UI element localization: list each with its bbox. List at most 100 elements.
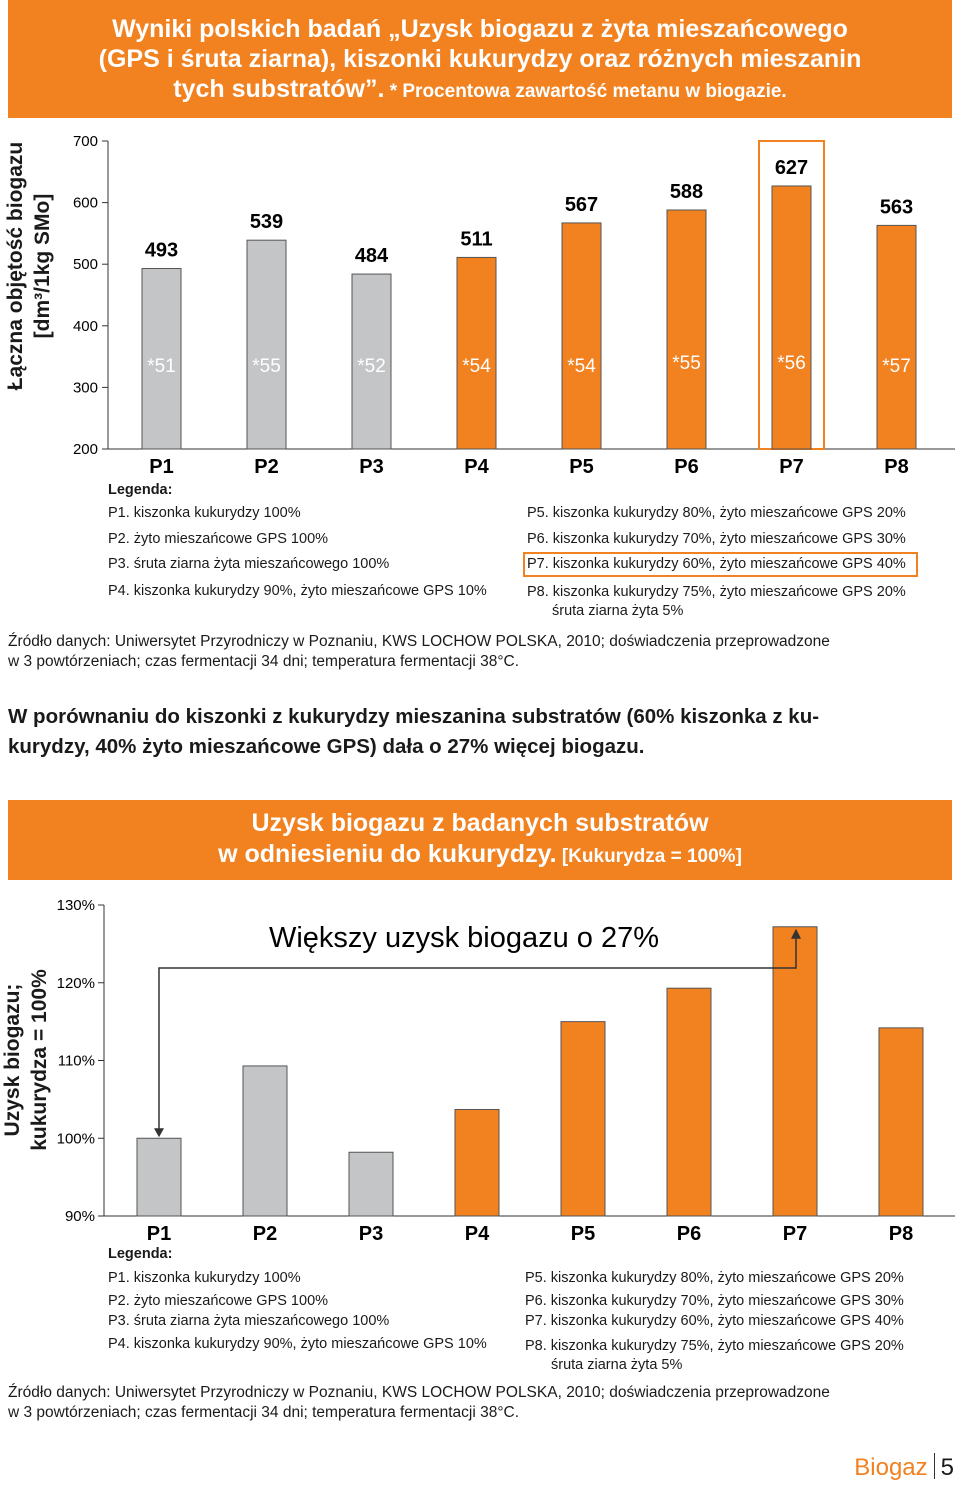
- legend1-title: Legenda:: [108, 482, 173, 498]
- chart2-bar-p8: [878, 1027, 924, 1217]
- conclusion-text: W porównaniu do kiszonki z kukurydzy mie…: [8, 702, 952, 762]
- chart1-methane-label-p2: *55: [252, 356, 281, 377]
- chart1-title-line3: tych substratów”.: [173, 75, 385, 103]
- chart2-x-tick-label-p4: P4: [465, 1223, 490, 1245]
- legend2-item-p8-line2: śruta ziarna żyta 5%: [551, 1357, 683, 1373]
- chart1-x-tick-label-p5: P5: [569, 456, 593, 478]
- legend2-item-p7: P7. kiszonka kukurydzy 60%, żyto mieszań…: [525, 1313, 904, 1329]
- chart2-x-tick-label-p5: P5: [571, 1223, 595, 1245]
- chart1-methane-label-p3: *52: [357, 356, 386, 377]
- chart2-y-tick-label: 130%: [57, 897, 95, 914]
- chart1-title-line1: Wyniki polskich badań „Uzysk biogazu z ż…: [112, 15, 848, 43]
- chart1-value-label-p7: 627: [775, 157, 808, 179]
- chart2-bar-p7: [772, 926, 818, 1217]
- footer-divider: [933, 1453, 935, 1479]
- chart1-bar-p4: [456, 256, 497, 450]
- source2-line1: Źródło danych: Uniwersytet Przyrodniczy …: [8, 1384, 830, 1401]
- conclusion-line2: kurydzy, 40% żyto mieszańcowe GPS) dała …: [8, 735, 645, 758]
- chart1-y-tick-label: 200: [73, 441, 98, 458]
- legend1-item-p2: P2. żyto mieszańcowe GPS 100%: [108, 531, 329, 547]
- legend1-item-p8: P8. kiszonka kukurydzy 75%, żyto mieszań…: [527, 584, 906, 600]
- chart1-y-tick-label: 500: [73, 256, 98, 273]
- chart1-y-tick-label: 300: [73, 379, 98, 396]
- legend1-item-p1: P1. kiszonka kukurydzy 100%: [108, 505, 301, 521]
- chart2-bar-p2: [242, 1065, 288, 1217]
- chart1-x-tick-label-p8: P8: [884, 456, 908, 478]
- chart1-value-label-p6: 588: [670, 181, 703, 203]
- legend2-item-p6: P6. kiszonka kukurydzy 70%, żyto mieszań…: [525, 1293, 904, 1309]
- chart2-y-tick-label: 110%: [58, 1053, 95, 1070]
- chart1-x-tick-label-p1: P1: [149, 456, 173, 478]
- chart1-y-tick-label: 400: [73, 318, 98, 335]
- legend2-item-p5: P5. kiszonka kukurydzy 80%, żyto mieszań…: [525, 1270, 904, 1286]
- page-footer: Biogaz 5: [854, 1453, 954, 1482]
- chart1-y-tick-label: 700: [73, 133, 98, 150]
- legend1-item-p4: P4. kiszonka kukurydzy 90%, żyto mieszań…: [108, 583, 487, 599]
- chart1-bar-p1: [141, 268, 182, 450]
- chart1-bar-p7: [771, 185, 812, 450]
- legend1-item-p8-line2: śruta ziarna żyta 5%: [552, 603, 684, 619]
- chart2-annotation-label: Większy uzysk biogazu o 27%: [269, 922, 659, 954]
- chart2-bar-p1: [136, 1137, 182, 1217]
- chart1-methane-label-p7: *56: [777, 353, 806, 374]
- chart2-x-tick-label-p7: P7: [783, 1223, 807, 1245]
- chart2-bar-p3: [348, 1151, 394, 1217]
- chart1-value-label-p1: 493: [145, 240, 178, 262]
- chart2-bar-p4: [454, 1108, 500, 1217]
- chart1-x-tick-label-p4: P4: [464, 456, 489, 478]
- chart2-bar-p5: [560, 1021, 606, 1217]
- chart2-x-tick-label-p3: P3: [359, 1223, 383, 1245]
- chart2-y-tick-label: 90%: [65, 1208, 95, 1225]
- chart2-title-line2: w odniesieniu do kukurydzy.: [218, 840, 557, 868]
- legend2-item-p8: P8. kiszonka kukurydzy 75%, żyto mieszań…: [525, 1338, 904, 1354]
- chart2-title-banner: Uzysk biogazu z badanych substratów w od…: [8, 800, 952, 880]
- chart1-methane-label-p5: *54: [567, 356, 596, 377]
- chart2-title-note: [Kukurydza = 100%]: [556, 846, 742, 867]
- chart2-x-tick-label-p1: P1: [147, 1223, 171, 1245]
- legend2-item-p4: P4. kiszonka kukurydzy 90%, żyto mieszań…: [108, 1336, 487, 1352]
- footer-section-name: Biogaz: [854, 1454, 928, 1481]
- chart2-arrowhead-p7: [791, 928, 801, 939]
- chart2-title-line1: Uzysk biogazu z badanych substratów: [251, 809, 709, 837]
- chart2-annotation-connector: [158, 938, 797, 1133]
- chart1-title-line2: (GPS i śruta ziarna), kiszonki kukurydzy…: [98, 45, 862, 73]
- source2-line2: w 3 powtórzeniach; czas fermentacji 34 d…: [8, 1404, 520, 1421]
- chart2-arrowhead-p1: [154, 1128, 164, 1138]
- chart1-x-tick-label-p7: P7: [779, 456, 803, 478]
- legend1-item-p3: P3. śruta ziarna żyta mieszańcowego 100%: [108, 556, 390, 572]
- chart2-x-tick-label-p6: P6: [677, 1223, 701, 1245]
- conclusion-line1: W porównaniu do kiszonki z kukurydzy mie…: [8, 705, 820, 728]
- chart1-bar-p6: [666, 209, 707, 450]
- legend2-title: Legenda:: [108, 1246, 173, 1262]
- source1-line1: Źródło danych: Uniwersytet Przyrodniczy …: [8, 633, 830, 650]
- chart1-methane-label-p4: *54: [462, 356, 491, 377]
- chart1-bar-p5: [561, 222, 602, 450]
- chart1-value-label-p3: 484: [355, 245, 389, 267]
- page-number: 5: [940, 1454, 954, 1481]
- methane-note: * Procentowa zawartość metanu w biogazie…: [384, 81, 787, 102]
- chart1-value-label-p4: 511: [460, 228, 492, 250]
- chart1-value-label-p2: 539: [250, 211, 283, 233]
- chart1-methane-label-p1: *51: [147, 356, 176, 377]
- legend2-item-p1: P1. kiszonka kukurydzy 100%: [108, 1270, 301, 1286]
- chart1-y-tick-label: 600: [73, 195, 98, 212]
- chart1-methane-label-p6: *55: [672, 353, 701, 374]
- legend2-item-p3: P3. śruta ziarna żyta mieszańcowego 100%: [108, 1313, 390, 1329]
- chart1-title-banner: Wyniki polskich badań „Uzysk biogazu z ż…: [8, 0, 952, 118]
- source1-line2: w 3 powtórzeniach; czas fermentacji 34 d…: [8, 653, 520, 670]
- chart1-value-label-p8: 563: [880, 196, 913, 218]
- legend1-item-p6: P6. kiszonka kukurydzy 70%, żyto mieszań…: [527, 531, 906, 547]
- chart1-x-tick-label-p6: P6: [674, 456, 698, 478]
- chart2-x-tick-label-p8: P8: [889, 1223, 913, 1245]
- chart2-x-tick-label-p2: P2: [253, 1223, 277, 1245]
- chart2-y-tick-label: 100%: [57, 1130, 95, 1147]
- legend2-item-p2: P2. żyto mieszańcowe GPS 100%: [108, 1293, 329, 1309]
- chart1-bar-p3: [351, 273, 392, 450]
- legend1-item-p7-highlighted: P7. kiszonka kukurydzy 60%, żyto mieszań…: [523, 552, 918, 577]
- chart2-svg: 90% 100% 110% 120% 130% P1 P2 P3 P4 P5 P6 P7 P8 Więks…: [57, 897, 955, 1245]
- chart2-y-tick-label: 120%: [57, 975, 95, 992]
- chart1-x-tick-label-p3: P3: [359, 456, 383, 478]
- chart1-methane-label-p8: *57: [882, 356, 911, 377]
- chart1-svg: 200 300 400 500 600 700 493 *51 P1 539 *55 P2 484 *52…: [73, 133, 955, 478]
- chart1-bar-p8: [876, 224, 917, 450]
